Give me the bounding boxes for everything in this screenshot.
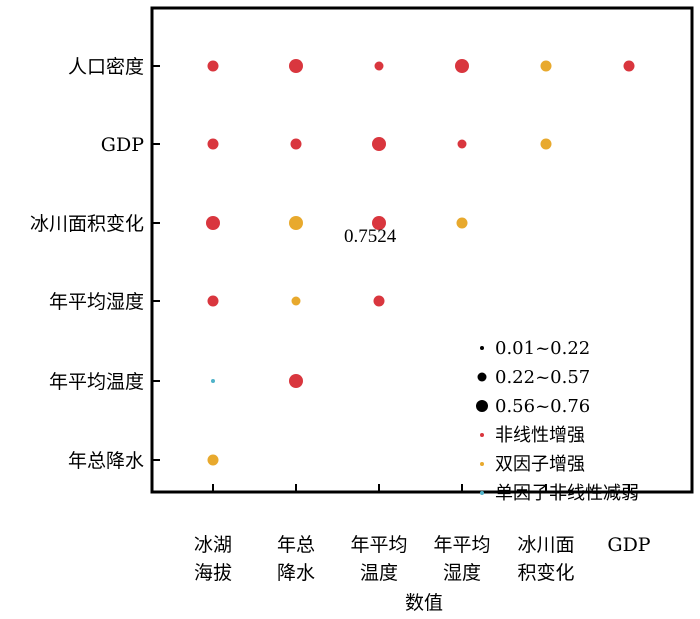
data-point [540, 138, 552, 150]
data-point [372, 137, 386, 151]
x-tick-label: 年平均 [350, 534, 407, 556]
x-tick-label: GDP [607, 534, 650, 556]
legend-type-label: 非线性增强 [495, 425, 585, 446]
data-point [455, 59, 469, 73]
data-points [206, 59, 635, 466]
x-axis-label: 数值 [405, 592, 443, 614]
y-tick-label: 年平均温度 [49, 371, 144, 393]
data-point [289, 374, 303, 388]
legend-size-marker [480, 346, 484, 350]
legend-size-marker [476, 400, 488, 412]
y-tick-label: 年总降水 [68, 450, 144, 472]
x-tick-label: 冰川面 [517, 534, 574, 556]
legend-size-label: 0.22~0.57 [495, 367, 590, 388]
x-tick-label: 年平均 [433, 534, 490, 556]
data-point [290, 138, 302, 150]
y-tick-label: 人口密度 [68, 56, 144, 78]
legend-type-label: 单因子非线性减弱 [495, 483, 639, 504]
data-point [374, 61, 384, 71]
legend-type-label: 双因子增强 [495, 454, 585, 475]
legend: 0.01~0.22 0.22~0.57 0.56~0.76 非线性增强双因子增强单因子… [476, 338, 639, 504]
data-point [372, 216, 386, 230]
x-tick-label: 温度 [360, 562, 398, 584]
legend-type-marker [480, 433, 484, 437]
legend-type-marker [480, 462, 484, 466]
data-point [289, 59, 303, 73]
data-point [206, 216, 220, 230]
data-point [457, 139, 467, 149]
data-point [207, 138, 219, 150]
data-point [373, 295, 385, 307]
data-point [291, 296, 301, 306]
x-tick-label: 湿度 [443, 562, 481, 584]
legend-size-label: 0.56~0.76 [495, 396, 590, 417]
legend-size-label: 0.01~0.22 [495, 338, 590, 359]
data-point [456, 217, 468, 229]
x-tick-label: 海拔 [194, 562, 232, 584]
y-tick-label: 冰川面积变化 [30, 213, 144, 235]
data-point [289, 216, 303, 230]
data-point [623, 60, 635, 72]
plot-frame [150, 6, 694, 494]
x-tick-label: 冰湖 [194, 534, 232, 556]
x-tick-label: 积变化 [517, 562, 574, 584]
data-point [211, 379, 215, 383]
data-point [207, 60, 219, 72]
legend-type-marker [480, 491, 484, 495]
x-tick-label: 年总 [277, 534, 315, 556]
data-point [207, 454, 219, 466]
y-tick-label: GDP [101, 134, 144, 156]
data-point [207, 295, 219, 307]
x-tick-label: 降水 [277, 562, 315, 584]
y-tick-label: 年平均湿度 [49, 291, 144, 313]
data-point [540, 60, 552, 72]
legend-size-marker [477, 372, 487, 382]
annotation-label: 0.7524 [344, 226, 397, 247]
